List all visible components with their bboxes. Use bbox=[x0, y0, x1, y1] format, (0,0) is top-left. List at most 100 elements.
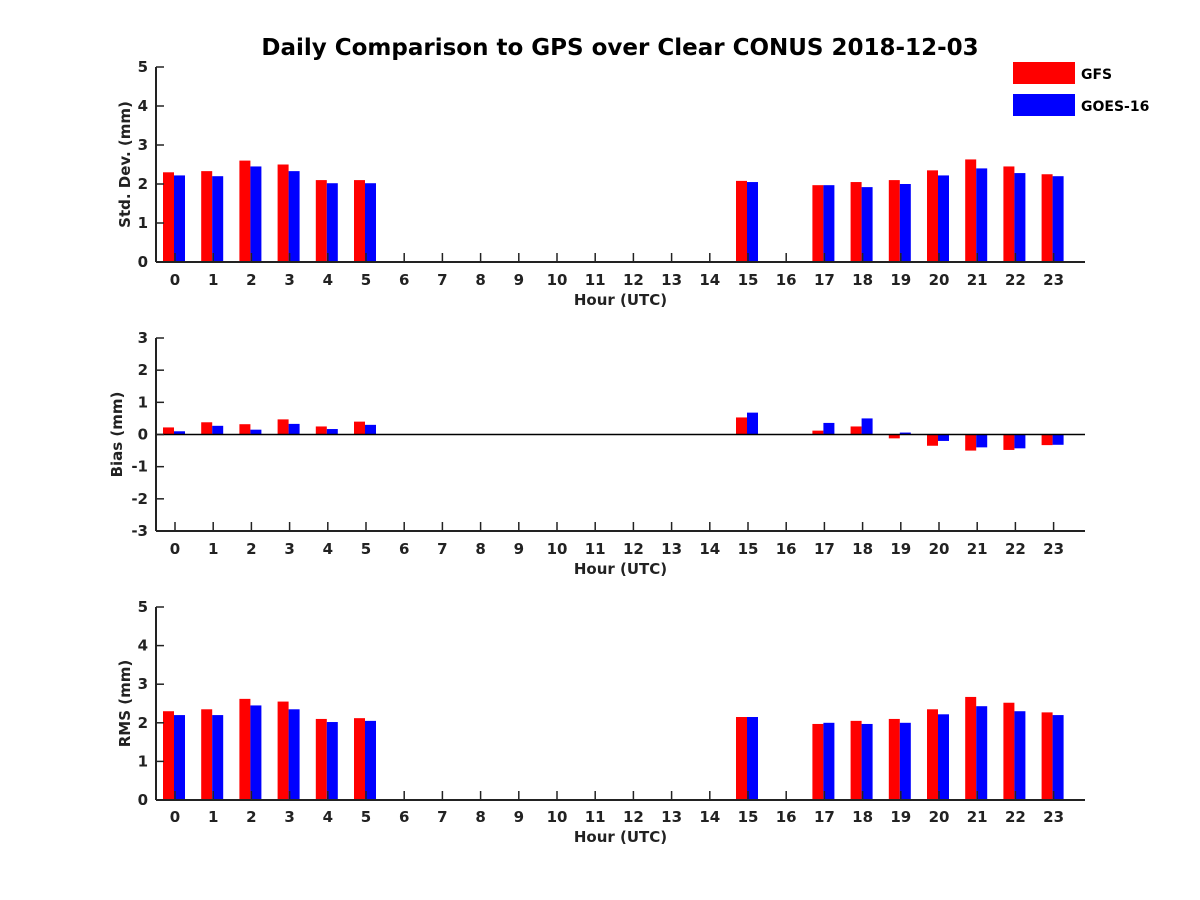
bar-stddev-gfs-20 bbox=[927, 170, 938, 262]
bar-stddev-gfs-18 bbox=[850, 182, 862, 262]
y-tick-label-rms-5: 5 bbox=[138, 598, 148, 616]
bars-stddev bbox=[163, 159, 1064, 262]
bar-bias-gfs-2 bbox=[239, 424, 251, 435]
x-tick-label-bias-14: 14 bbox=[699, 540, 720, 558]
x-tick-label-stddev-4: 4 bbox=[323, 271, 333, 289]
bar-bias-gfs-3 bbox=[277, 419, 289, 435]
bar-stddev-goes-16-22 bbox=[1014, 173, 1026, 262]
bar-rms-goes-16-19 bbox=[899, 722, 911, 800]
bar-rms-gfs-1 bbox=[201, 709, 213, 800]
x-tick-label-rms-0: 0 bbox=[170, 808, 180, 826]
bar-bias-goes-16-20 bbox=[938, 434, 949, 441]
bar-stddev-gfs-22 bbox=[1003, 166, 1015, 262]
x-tick-label-stddev-19: 19 bbox=[890, 271, 911, 289]
x-tick-label-bias-2: 2 bbox=[246, 540, 256, 558]
bar-rms-goes-16-5 bbox=[365, 720, 376, 800]
x-tick-label-rms-11: 11 bbox=[585, 808, 606, 826]
bar-stddev-gfs-0 bbox=[163, 172, 174, 262]
x-tick-label-stddev-15: 15 bbox=[738, 271, 759, 289]
x-tick-label-stddev-16: 16 bbox=[776, 271, 797, 289]
x-tick-label-rms-7: 7 bbox=[437, 808, 447, 826]
bar-stddev-goes-16-21 bbox=[976, 168, 988, 262]
y-tick-label-rms-3: 3 bbox=[138, 675, 148, 693]
bar-stddev-goes-16-4 bbox=[326, 183, 338, 262]
x-tick-label-stddev-13: 13 bbox=[661, 271, 682, 289]
bar-bias-gfs-18 bbox=[850, 426, 862, 435]
bar-stddev-goes-16-0 bbox=[174, 175, 185, 262]
x-tick-label-stddev-17: 17 bbox=[814, 271, 835, 289]
bar-bias-goes-16-2 bbox=[250, 429, 262, 435]
bar-stddev-gfs-15 bbox=[736, 180, 747, 262]
bar-rms-goes-16-22 bbox=[1014, 711, 1026, 800]
bar-stddev-goes-16-1 bbox=[212, 176, 224, 262]
x-tick-label-stddev-10: 10 bbox=[547, 271, 568, 289]
bar-rms-goes-16-23 bbox=[1052, 715, 1064, 800]
x-tick-label-bias-15: 15 bbox=[738, 540, 759, 558]
bar-rms-gfs-20 bbox=[927, 709, 938, 800]
legend: GFS GOES-16 bbox=[1013, 62, 1149, 116]
y-tick-label-stddev-4: 4 bbox=[138, 97, 148, 115]
x-tick-label-bias-6: 6 bbox=[399, 540, 409, 558]
legend-label-gfs: GFS bbox=[1081, 67, 1112, 83]
bar-stddev-gfs-17 bbox=[812, 185, 824, 262]
y-tick-label-bias-3: 3 bbox=[138, 329, 148, 347]
bar-stddev-goes-16-15 bbox=[747, 182, 758, 262]
bar-stddev-goes-16-19 bbox=[899, 184, 911, 262]
x-tick-label-stddev-9: 9 bbox=[514, 271, 524, 289]
y-tick-label-bias--3: -3 bbox=[131, 522, 148, 540]
bar-stddev-goes-16-2 bbox=[250, 166, 262, 262]
bar-bias-goes-16-1 bbox=[212, 425, 224, 435]
bars-bias bbox=[163, 412, 1064, 451]
bar-rms-goes-16-21 bbox=[976, 706, 988, 800]
bar-bias-gfs-17 bbox=[812, 430, 824, 435]
bar-bias-gfs-23 bbox=[1041, 434, 1053, 446]
bar-stddev-gfs-19 bbox=[888, 180, 900, 262]
y-tick-label-rms-0: 0 bbox=[138, 791, 148, 809]
bar-stddev-gfs-1 bbox=[201, 171, 213, 262]
x-tick-label-rms-12: 12 bbox=[623, 808, 644, 826]
bar-stddev-gfs-21 bbox=[965, 159, 977, 262]
bar-rms-goes-16-18 bbox=[861, 723, 873, 800]
y-tick-label-bias-0: 0 bbox=[138, 426, 148, 444]
bar-bias-goes-16-15 bbox=[747, 412, 758, 435]
x-tick-label-rms-6: 6 bbox=[399, 808, 409, 826]
bar-stddev-gfs-23 bbox=[1041, 174, 1053, 262]
y-tick-label-stddev-0: 0 bbox=[138, 253, 148, 271]
bar-stddev-gfs-2 bbox=[239, 160, 251, 262]
bar-bias-gfs-19 bbox=[888, 434, 900, 439]
x-tick-label-rms-20: 20 bbox=[929, 808, 950, 826]
bar-bias-goes-16-19 bbox=[899, 432, 911, 435]
y-axis-label-rms: RMS (mm) bbox=[116, 660, 134, 747]
y-axis-label-bias: Bias (mm) bbox=[108, 392, 126, 478]
y-tick-label-rms-2: 2 bbox=[138, 714, 148, 732]
x-tick-label-rms-5: 5 bbox=[361, 808, 371, 826]
x-tick-label-bias-4: 4 bbox=[323, 540, 333, 558]
bar-bias-goes-16-17 bbox=[823, 422, 835, 435]
bar-stddev-goes-16-20 bbox=[938, 175, 949, 262]
y-tick-label-bias--1: -1 bbox=[131, 458, 148, 476]
bar-bias-gfs-4 bbox=[315, 426, 327, 435]
x-tick-label-bias-20: 20 bbox=[929, 540, 950, 558]
x-tick-label-bias-5: 5 bbox=[361, 540, 371, 558]
x-tick-label-stddev-2: 2 bbox=[246, 271, 256, 289]
bar-rms-gfs-23 bbox=[1041, 712, 1053, 800]
y-tick-label-rms-1: 1 bbox=[138, 752, 148, 770]
bar-stddev-goes-16-3 bbox=[288, 171, 300, 262]
bar-rms-goes-16-3 bbox=[288, 709, 300, 800]
bar-stddev-gfs-5 bbox=[354, 180, 365, 262]
x-tick-label-bias-16: 16 bbox=[776, 540, 797, 558]
x-tick-label-bias-22: 22 bbox=[1005, 540, 1026, 558]
x-tick-label-bias-18: 18 bbox=[852, 540, 873, 558]
x-tick-label-rms-18: 18 bbox=[852, 808, 873, 826]
bar-bias-gfs-20 bbox=[927, 434, 938, 446]
bar-bias-goes-16-22 bbox=[1014, 434, 1026, 449]
x-tick-label-bias-12: 12 bbox=[623, 540, 644, 558]
x-tick-label-rms-22: 22 bbox=[1005, 808, 1026, 826]
x-tick-label-rms-17: 17 bbox=[814, 808, 835, 826]
x-tick-label-rms-10: 10 bbox=[547, 808, 568, 826]
bar-stddev-gfs-4 bbox=[315, 180, 327, 262]
x-axis-label-stddev: Hour (UTC) bbox=[574, 291, 667, 309]
bar-bias-gfs-1 bbox=[201, 422, 213, 435]
